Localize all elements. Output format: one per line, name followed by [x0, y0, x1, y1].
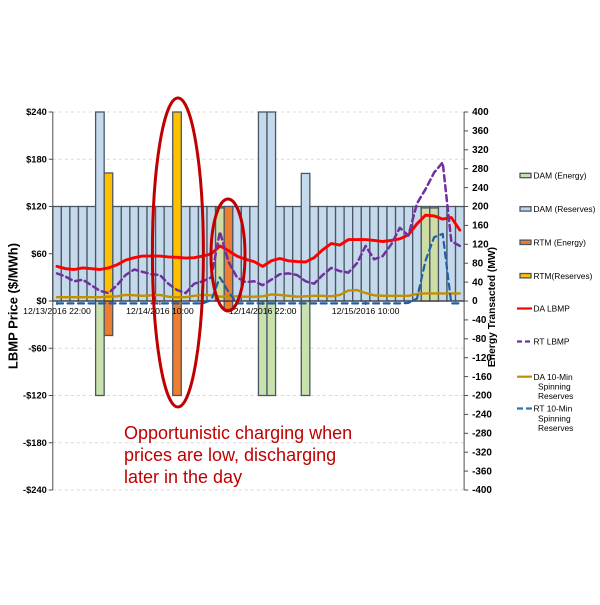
svg-text:160: 160: [472, 221, 489, 232]
svg-text:Opportunistic charging when: Opportunistic charging when: [124, 423, 352, 443]
svg-text:DAM (Energy): DAM (Energy): [534, 171, 587, 181]
svg-text:DAM (Reserves): DAM (Reserves): [534, 204, 596, 214]
svg-text:12/15/2016 10:00: 12/15/2016 10:00: [332, 306, 400, 316]
svg-text:RT 10-Min: RT 10-Min: [534, 404, 573, 414]
svg-text:DA 10-Min: DA 10-Min: [534, 372, 573, 382]
svg-text:-$60: -$60: [28, 343, 47, 353]
svg-text:Reserves: Reserves: [538, 423, 573, 433]
svg-text:RTM (Energy): RTM (Energy): [534, 238, 587, 248]
svg-text:Spinning: Spinning: [538, 413, 571, 423]
svg-text:RT LBMP: RT LBMP: [534, 337, 570, 347]
svg-text:-280: -280: [472, 429, 492, 440]
svg-text:$180: $180: [26, 154, 47, 164]
svg-text:later in the day: later in the day: [124, 467, 242, 487]
svg-text:12/14/2016 10:00: 12/14/2016 10:00: [126, 306, 194, 316]
svg-text:-320: -320: [472, 447, 492, 458]
svg-text:LBMP Price ($/MWh): LBMP Price ($/MWh): [6, 243, 21, 369]
svg-text:-120: -120: [472, 353, 492, 364]
svg-text:Energy Transacted (MW): Energy Transacted (MW): [487, 247, 498, 367]
svg-text:RTM(Reserves): RTM(Reserves): [534, 271, 593, 281]
svg-text:-400: -400: [472, 485, 492, 496]
svg-text:40: 40: [472, 277, 483, 288]
svg-text:$240: $240: [26, 107, 47, 117]
svg-text:-40: -40: [472, 315, 487, 326]
svg-text:Spinning: Spinning: [538, 382, 571, 392]
svg-text:-240: -240: [472, 410, 492, 421]
svg-text:$120: $120: [26, 202, 47, 212]
svg-text:240: 240: [472, 183, 489, 194]
svg-text:360: 360: [472, 126, 489, 137]
svg-text:Reserves: Reserves: [538, 391, 573, 401]
svg-text:0: 0: [472, 296, 478, 307]
svg-text:120: 120: [472, 240, 489, 251]
svg-text:400: 400: [472, 107, 489, 118]
svg-text:-160: -160: [472, 372, 492, 383]
svg-text:-80: -80: [472, 334, 487, 345]
svg-text:-$240: -$240: [23, 485, 47, 495]
svg-text:prices are low, discharging: prices are low, discharging: [124, 445, 336, 465]
svg-text:DA LBMP: DA LBMP: [534, 304, 571, 314]
svg-text:280: 280: [472, 164, 489, 175]
svg-text:320: 320: [472, 145, 489, 156]
svg-text:-$180: -$180: [23, 438, 47, 448]
svg-text:200: 200: [472, 202, 489, 213]
svg-text:$0: $0: [36, 296, 46, 306]
svg-text:12/13/2016 22:00: 12/13/2016 22:00: [23, 306, 91, 316]
svg-text:-360: -360: [472, 466, 492, 477]
svg-text:-$120: -$120: [23, 391, 47, 401]
svg-text:12/14/2016 22:00: 12/14/2016 22:00: [229, 306, 297, 316]
svg-text:80: 80: [472, 258, 483, 269]
svg-text:$60: $60: [31, 249, 47, 259]
svg-text:-200: -200: [472, 391, 492, 402]
